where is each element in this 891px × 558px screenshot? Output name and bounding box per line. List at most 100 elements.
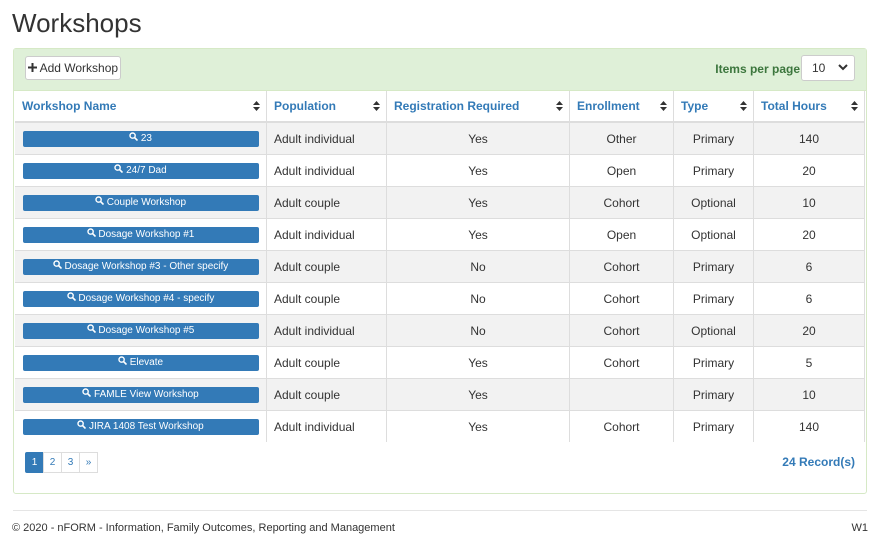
cell: 10 [753,186,865,219]
column-header[interactable]: Type [673,91,754,123]
cell-text: Adult individual [274,131,355,146]
cell-text: Adult couple [274,355,341,370]
cell: Couple Workshop [15,186,267,219]
cell-text: No [470,259,486,274]
panel: Add Workshop Items per page 10 Workshop … [13,48,867,494]
cell-text: Yes [468,195,488,210]
add-button-label: Add Workshop [39,61,119,75]
column-header[interactable]: Total Hours [753,91,865,123]
view-button[interactable]: FAMLE View Workshop [22,386,259,403]
page-link[interactable]: 2 [43,452,62,473]
cell-text: Cohort [603,323,640,338]
cell: 20 [753,218,865,251]
column-header[interactable]: Registration Required [386,91,570,123]
items-per-page-value: 10 [812,61,826,75]
view-button[interactable]: 23 [22,130,259,147]
column-header-label: Total Hours [761,99,827,113]
cell-text: 20 [802,163,816,178]
version: W1 [851,522,869,534]
search-icon [77,419,87,429]
cell-text: No [470,291,486,306]
cell-text: Adult individual [274,419,355,434]
cell-text: Cohort [603,355,640,370]
cell: 140 [753,121,865,155]
cell-text: Other [606,131,637,146]
view-button[interactable]: Dosage Workshop #4 - specify [22,290,259,307]
chevron [838,64,848,71]
cell: Primary [673,154,754,187]
cell-text: Yes [468,131,488,146]
cell-text: Adult couple [274,387,341,402]
cell: Cohort [569,346,674,379]
cell-text: Yes [468,227,488,242]
cell-text: Yes [468,387,488,402]
cell: Cohort [569,282,674,315]
search-icon [82,387,92,397]
cell-text: Cohort [603,419,640,434]
column-header[interactable]: Population [266,91,387,123]
cell: Adult individual [266,314,387,347]
view-button[interactable]: Elevate [22,354,259,371]
sort-icon [556,101,563,111]
cell-text: Open [606,227,637,242]
view-button-label: Dosage Workshop #4 - specify [78,292,215,304]
cell: Yes [386,346,570,379]
table-row: Dosage Workshop #1 Adult individual Yes Ope… [15,218,865,251]
view-button[interactable]: Dosage Workshop #5 [22,322,259,339]
cell-text: Primary [692,163,735,178]
page-title: Workshops [12,8,142,38]
cell: Primary [673,121,754,155]
cell-text: 140 [798,419,820,434]
cell: 140 [753,410,865,442]
search-icon [114,163,124,173]
cell-text: 140 [798,131,820,146]
cell: No [386,282,570,315]
search-icon [66,291,76,301]
page-link[interactable]: 1 [25,452,44,473]
sort-icon [253,101,260,111]
cell: Adult individual [266,410,387,442]
column-header[interactable]: Enrollment [569,91,674,123]
view-button[interactable]: Dosage Workshop #1 [22,226,259,243]
search-icon [86,323,96,333]
view-button-label: Couple Workshop [106,196,187,208]
view-button[interactable]: Dosage Workshop #3 - Other specify [22,258,259,275]
add-button[interactable]: Add Workshop [25,56,121,80]
plus-icon [27,63,37,72]
page-link[interactable]: 3 [61,452,80,473]
cell-text: Primary [692,291,735,306]
cell: Cohort [569,410,674,442]
column-header-label: Enrollment [577,99,640,113]
view-button[interactable]: JIRA 1408 Test Workshop [22,418,259,435]
cell: Primary [673,378,754,411]
view-button[interactable]: 24/7 Dad [22,162,259,179]
view-button-label: 24/7 Dad [126,164,167,176]
items-per-page-select[interactable]: 10 [801,55,855,81]
cell-text: 20 [802,227,816,242]
cell-text: 6 [805,291,813,306]
cell: Yes [386,218,570,251]
cell: Primary [673,410,754,442]
column-header[interactable]: Workshop Name [15,91,267,123]
table-row: FAMLE View Workshop Adult couple Yes Primar… [15,378,865,411]
cell: Dosage Workshop #1 [15,218,267,251]
view-button[interactable]: Couple Workshop [22,194,259,211]
view-button-label: Dosage Workshop #5 [98,324,195,336]
column-header-label: Registration Required [394,99,520,113]
table-row: Dosage Workshop #5 Adult individual No Coho… [15,314,865,347]
cell: JIRA 1408 Test Workshop [15,410,267,442]
sort-icon [660,101,667,111]
column-header-label: Type [681,99,709,113]
pagination: 1 2 3» [25,452,98,473]
cell: Adult individual [266,121,387,155]
cell: Adult couple [266,250,387,283]
sort-icon [373,101,380,111]
cell-text: Open [606,163,637,178]
cell-text: Optional [691,195,736,210]
table-row: JIRA 1408 Test Workshop Adult individual Y… [15,410,865,442]
view-button-label: JIRA 1408 Test Workshop [89,420,204,432]
page-link[interactable]: » [79,452,98,473]
cell: 20 [753,154,865,187]
cell: 10 [753,378,865,411]
